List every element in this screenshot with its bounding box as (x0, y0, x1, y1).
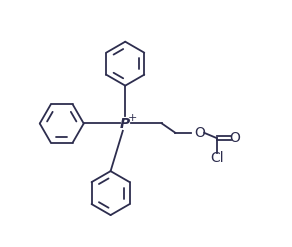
Text: O: O (230, 131, 241, 145)
Text: +: + (127, 113, 137, 123)
Text: P: P (120, 117, 130, 130)
Text: O: O (194, 126, 205, 140)
Text: Cl: Cl (210, 151, 224, 165)
